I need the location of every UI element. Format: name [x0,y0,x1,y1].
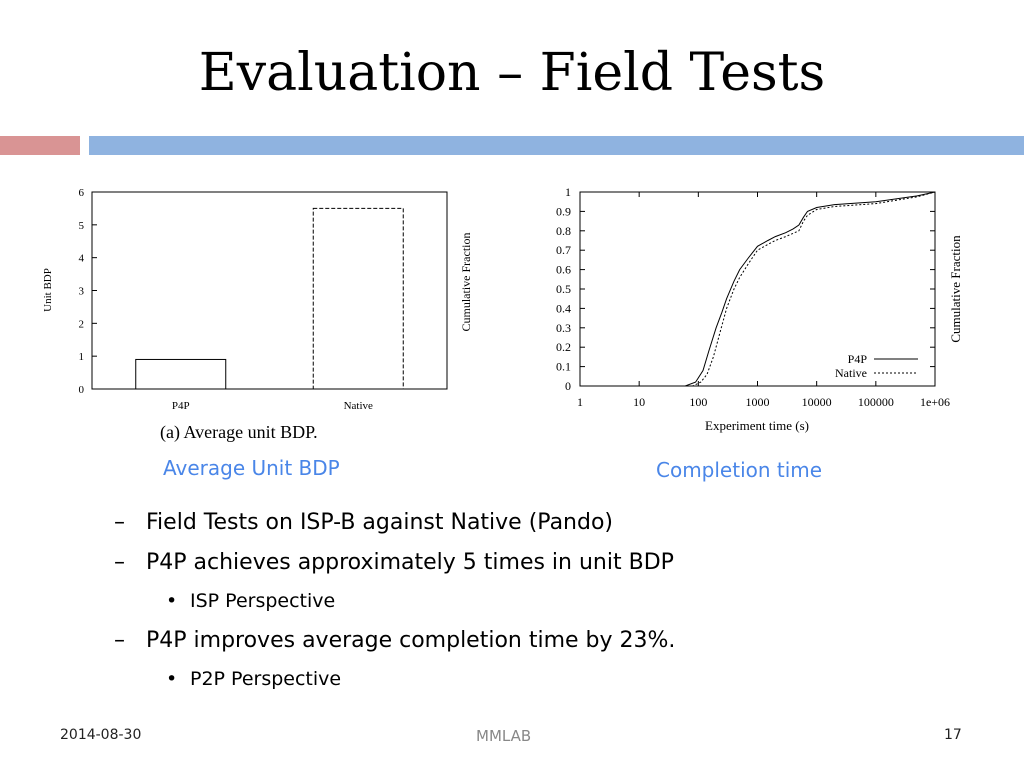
x-tick-label: P4P [172,400,190,412]
y-tick-label: 0.2 [556,340,571,354]
x-tick-label: 1 [577,395,583,409]
y-axis-label: Cumulative Fraction [948,235,963,343]
y-tick-label: 1 [565,185,571,199]
x-axis-label: Experiment time (s) [705,418,809,433]
extra-axis-label: Cumulative Fraction [459,233,473,332]
y-tick-label: 0.3 [556,321,571,335]
bullet-item: – P4P improves average completion time b… [114,626,974,666]
x-tick-label: 100000 [858,395,894,409]
x-tick-label: 10 [633,395,645,409]
y-tick-label: 3 [79,286,85,298]
legend-label: Native [835,366,867,380]
bullet-list: – Field Tests on ISP-B against Native (P… [114,508,974,704]
x-tick-label: 100 [689,395,707,409]
x-tick-label: 1000 [746,395,770,409]
bullet-text: P4P improves average completion time by … [146,628,676,653]
bar-native [312,207,404,390]
y-tick-label: 0.9 [556,204,571,218]
series-line-native [580,191,936,387]
x-tick-label: 10000 [802,395,832,409]
accent-bar-right [89,136,1024,155]
series-line-p4p [580,191,936,387]
bullet-text: P4P achieves approximately 5 times in un… [146,550,674,575]
plot-frame [579,191,936,387]
y-tick-label: 6 [79,187,85,199]
y-tick-label: 0.4 [556,301,571,315]
slide-title: Evaluation – Field Tests [198,43,826,103]
y-tick-label: 0.6 [556,263,571,277]
sub-bullet-item: • P2P Perspective [114,666,974,704]
right-figure-caption: Completion time [656,458,823,482]
sub-bullet-item: • ISP Perspective [114,588,974,626]
bullet-item: – Field Tests on ISP-B against Native (P… [114,508,974,548]
y-tick-label: 0.8 [556,224,571,238]
x-tick-label: 1e+06 [920,395,950,409]
bar-p4p [135,358,227,390]
cdf-chart: 0 0.1 0.2 0.3 0.4 0.5 0.6 0.7 0.8 0.9 1 1 10 100 1000… [556,185,963,433]
left-figure-caption: Average Unit BDP [163,456,340,480]
dash-marker: – [114,628,125,653]
bullet-item: – P4P achieves approximately 5 times in … [114,548,974,588]
sub-bullet-text: ISP Perspective [190,590,336,612]
footer-center: MMLAB [476,727,532,745]
footer-date: 2014-08-30 [60,727,142,743]
legend-label: P4P [848,352,868,366]
dot-marker: • [166,668,178,690]
y-tick-label: 2 [79,318,85,330]
y-tick-label: 0.5 [556,282,571,296]
accent-bar-left [0,136,80,155]
dash-marker: – [114,510,125,535]
y-tick-label: 0 [79,384,85,396]
dot-marker: • [166,590,178,612]
y-tick-label: 4 [79,253,85,265]
y-tick-label: 1 [79,351,85,363]
dash-marker: – [114,550,125,575]
y-axis-label: Unit BDP [42,268,54,312]
bullet-text: Field Tests on ISP-B against Native (Pan… [146,510,614,535]
chart-title: (a) Average unit BDP. [160,422,318,443]
y-tick-label: 0 [565,379,571,393]
page-number: 17 [944,727,962,743]
y-tick-label: 0.7 [556,243,571,257]
y-tick-label: 0.1 [556,360,571,374]
bar-chart: 0 1 2 3 4 5 6 P4P Native Unit BDP Cumulative Fr… [42,187,473,443]
x-tick-label: Native [344,400,373,412]
sub-bullet-text: P2P Perspective [190,668,342,690]
y-tick-label: 5 [79,220,85,232]
